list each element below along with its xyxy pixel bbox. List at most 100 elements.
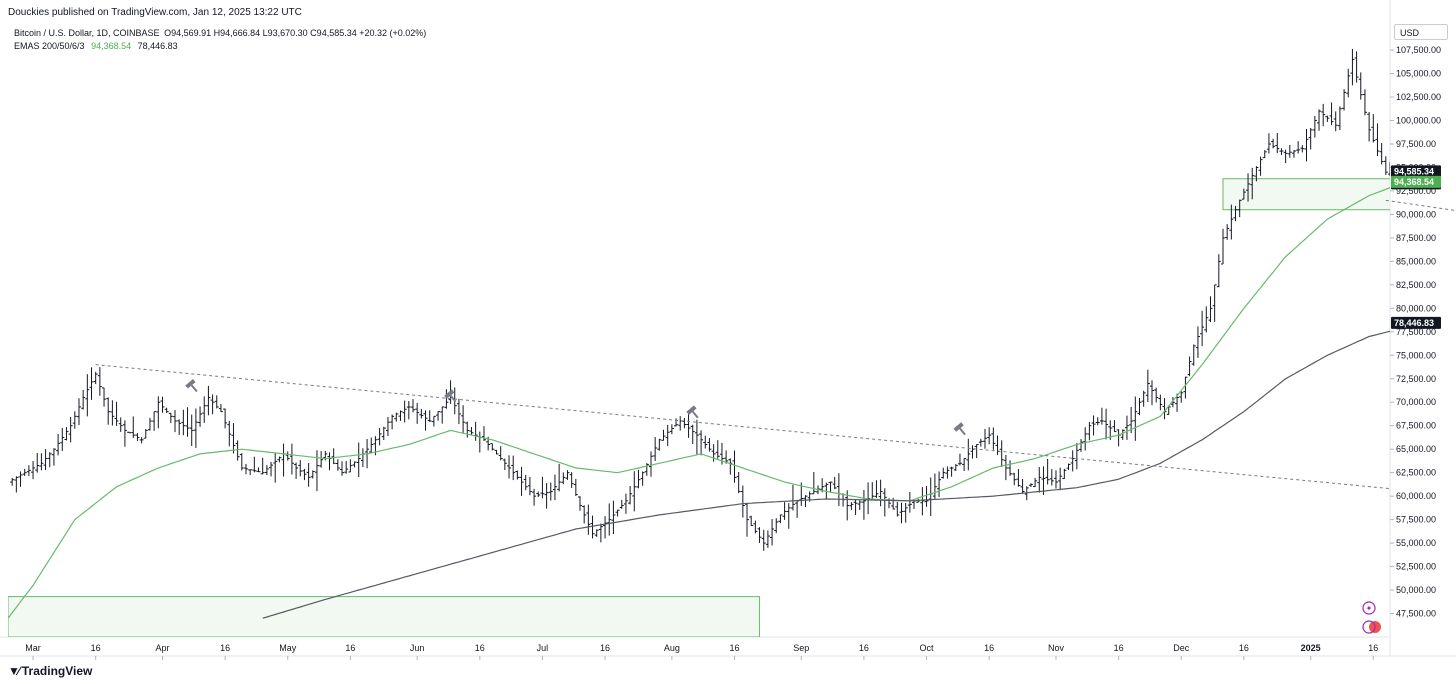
ohlc-bar	[60, 427, 65, 451]
ohlc-bar	[761, 529, 766, 551]
currency-selector[interactable]: USD	[1394, 24, 1448, 40]
ema50-price-tag-text: 94,368.54	[1394, 177, 1434, 187]
ohlc-bar	[114, 401, 119, 426]
ohlc-bar	[937, 471, 942, 498]
ohlc-bar	[1367, 111, 1372, 142]
ohlc-bar	[35, 452, 40, 473]
sparkle-ring	[1362, 601, 1376, 615]
ohlc-bar	[590, 515, 595, 539]
ohlc-bar	[1438, 137, 1442, 142]
ohlc-bar	[1304, 129, 1309, 162]
ohlc-bar	[1317, 109, 1322, 131]
y-tick-label: 67,500.00	[1396, 421, 1436, 431]
ohlc-bar	[711, 444, 716, 462]
symbol-title[interactable]: Bitcoin / U.S. Dollar, 1D, COINBASE	[14, 28, 160, 38]
ohlc-bar	[1342, 89, 1347, 111]
ohlc-bar	[682, 417, 687, 429]
ohlc-bar	[1291, 149, 1296, 158]
ohlc-bar	[1083, 427, 1088, 451]
sparkle-glyph: ✦	[1366, 604, 1373, 613]
ohlc-bar	[1375, 123, 1380, 157]
ohlc-bar	[970, 445, 975, 459]
symbol-row: Bitcoin / U.S. Dollar, 1D, COINBASE O94,…	[14, 27, 426, 40]
last-price-tag-text: 94,585.34	[1394, 166, 1434, 176]
x-tick-label: 2025	[1301, 643, 1321, 653]
ohlc-bar	[1041, 466, 1046, 495]
ohlc-bar	[511, 455, 516, 481]
ohlc-bar	[569, 472, 574, 489]
ohlc-bar	[1020, 479, 1025, 495]
ohlc-bar	[143, 428, 148, 439]
ohlc-bar	[1208, 296, 1213, 323]
hammer-icon	[686, 405, 699, 419]
brand-name: TradingView	[21, 664, 93, 678]
ohlc-bar	[1045, 458, 1050, 485]
ohlc-bar	[949, 466, 954, 477]
ohlc-bar	[135, 433, 140, 442]
ohlc-bar	[1079, 438, 1084, 452]
ohlc-bar	[1262, 150, 1267, 159]
hammer-head	[444, 389, 455, 399]
ohlc-bar	[1053, 470, 1058, 489]
ohlc-bar	[1003, 454, 1008, 481]
ohlc-bar	[1195, 326, 1200, 358]
y-tick-label: 77,500.00	[1396, 327, 1436, 337]
y-tick-label: 97,500.00	[1396, 139, 1436, 149]
ohlc-bar	[218, 404, 223, 413]
ohlc-bar	[76, 398, 81, 426]
ohlc-bar	[707, 438, 712, 452]
hammer-icon	[953, 422, 966, 436]
ohlc-bar	[147, 417, 152, 431]
ohlc-bar	[532, 488, 537, 506]
tradingview-logo[interactable]: ▼⁄ TradingView	[8, 664, 92, 678]
ohlc-bar	[1379, 143, 1384, 165]
ohlc-bar	[715, 440, 720, 459]
ohlc-bar	[340, 461, 345, 476]
ohlc-bar	[603, 516, 608, 539]
ohlc-bar	[811, 471, 816, 495]
ohlc-bar	[728, 458, 733, 475]
ohlc-bar	[102, 387, 107, 407]
x-tick-label: 16	[475, 643, 485, 653]
ohlc-bar	[824, 482, 829, 499]
y-tick-label: 87,500.00	[1396, 233, 1436, 243]
ohlc-bar	[899, 502, 904, 524]
y-tick-label: 50,000.00	[1396, 585, 1436, 595]
ohlc-bar	[678, 416, 683, 431]
ohlc-bar	[536, 491, 541, 498]
ohlc-bar	[690, 424, 695, 445]
ohlc-bar	[594, 529, 599, 537]
ohlc-bar	[381, 426, 386, 441]
ohlc-bar	[306, 463, 311, 487]
ohlc-bar	[248, 469, 253, 476]
ohlc-bar	[14, 476, 19, 493]
ohlc-bar	[1154, 387, 1159, 403]
ohlc-bar	[615, 509, 620, 517]
ohlc-bar	[498, 446, 503, 461]
ohlc-bar	[1287, 145, 1292, 158]
x-tick-label: Jun	[410, 643, 425, 653]
ohlc-bar	[1204, 306, 1209, 333]
ohlc-bar	[106, 397, 111, 425]
ohlc-bar	[1220, 228, 1225, 265]
ema-row: EMAS 200/50/6/3 94,368.54 78,446.83	[14, 40, 426, 53]
ohlc-bar	[582, 505, 587, 524]
ohlc-bar	[1451, 147, 1455, 155]
ohlc-bar	[427, 410, 432, 422]
ohlc-bar	[912, 500, 917, 509]
ema200-price-tag-bg	[1391, 316, 1441, 329]
ohlc-bar	[974, 443, 979, 459]
y-tick-label: 107,500.00	[1396, 45, 1441, 55]
y-tick-label: 105,000.00	[1396, 69, 1441, 79]
ohlc-bar	[1237, 199, 1242, 218]
y-tick-label: 72,500.00	[1396, 374, 1436, 384]
x-tick-label: 16	[1368, 643, 1378, 653]
ema-label[interactable]: EMAS 200/50/6/3	[14, 41, 85, 51]
ohlc-bar	[264, 465, 269, 475]
ohlc-bar	[991, 427, 996, 450]
y-tick-label: 80,000.00	[1396, 303, 1436, 313]
ohlc-bar	[1233, 205, 1238, 222]
ohlc-bar	[465, 421, 470, 438]
y-tick-label: 55,000.00	[1396, 538, 1436, 548]
